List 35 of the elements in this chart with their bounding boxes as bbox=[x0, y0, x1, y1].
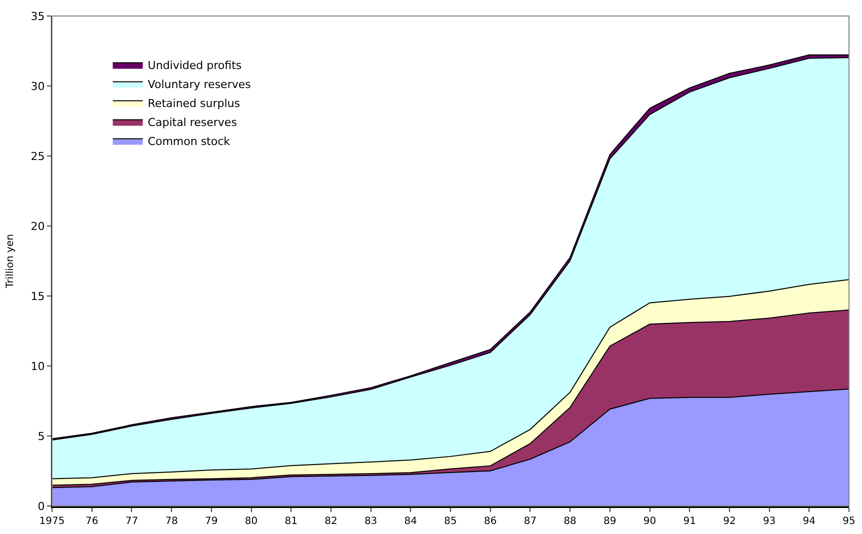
x-tick-label: 90 bbox=[643, 516, 656, 527]
legend-label: Capital reserves bbox=[148, 116, 238, 130]
x-tick-label: 88 bbox=[564, 516, 576, 527]
x-tick-label: 83 bbox=[364, 516, 378, 527]
x-tick-label: 89 bbox=[604, 516, 616, 527]
y-tick-label: 25 bbox=[30, 150, 45, 163]
x-tick-label: 77 bbox=[125, 516, 138, 527]
y-tick-label: 0 bbox=[38, 500, 45, 513]
x-tick-label: 76 bbox=[85, 516, 98, 527]
x-tick-label: 91 bbox=[683, 516, 696, 527]
x-tick-label: 86 bbox=[484, 516, 497, 527]
y-tick-label: 30 bbox=[30, 80, 45, 93]
y-tick-label: 5 bbox=[38, 430, 45, 443]
x-tick-label: 95 bbox=[842, 516, 856, 527]
x-tick-label: 92 bbox=[723, 516, 736, 527]
x-tick-label: 87 bbox=[524, 516, 537, 527]
legend-label: Common stock bbox=[148, 135, 231, 148]
x-tick-label: 80 bbox=[244, 516, 258, 527]
x-tick-label: 94 bbox=[802, 516, 816, 527]
legend-label: Retained surplus bbox=[148, 97, 240, 110]
x-tick-label: 93 bbox=[762, 516, 776, 527]
x-tick-label: 79 bbox=[205, 516, 218, 527]
y-tick-label: 35 bbox=[30, 10, 45, 23]
x-tick-label: 1975 bbox=[39, 516, 65, 527]
x-tick-label: 78 bbox=[165, 516, 178, 527]
x-tick-label: 84 bbox=[404, 516, 418, 527]
legend-label: Voluntary reserves bbox=[148, 78, 252, 92]
y-tick-label: 15 bbox=[30, 290, 45, 303]
x-tick-label: 82 bbox=[324, 516, 338, 527]
legend-label: Undivided profits bbox=[148, 59, 242, 72]
x-tick-label: 81 bbox=[284, 516, 298, 527]
y-tick-label: 20 bbox=[30, 220, 45, 233]
y-tick-label: 10 bbox=[30, 360, 45, 373]
x-tick-label: 85 bbox=[444, 516, 457, 527]
y-axis-title: Trillion yen bbox=[4, 234, 16, 289]
